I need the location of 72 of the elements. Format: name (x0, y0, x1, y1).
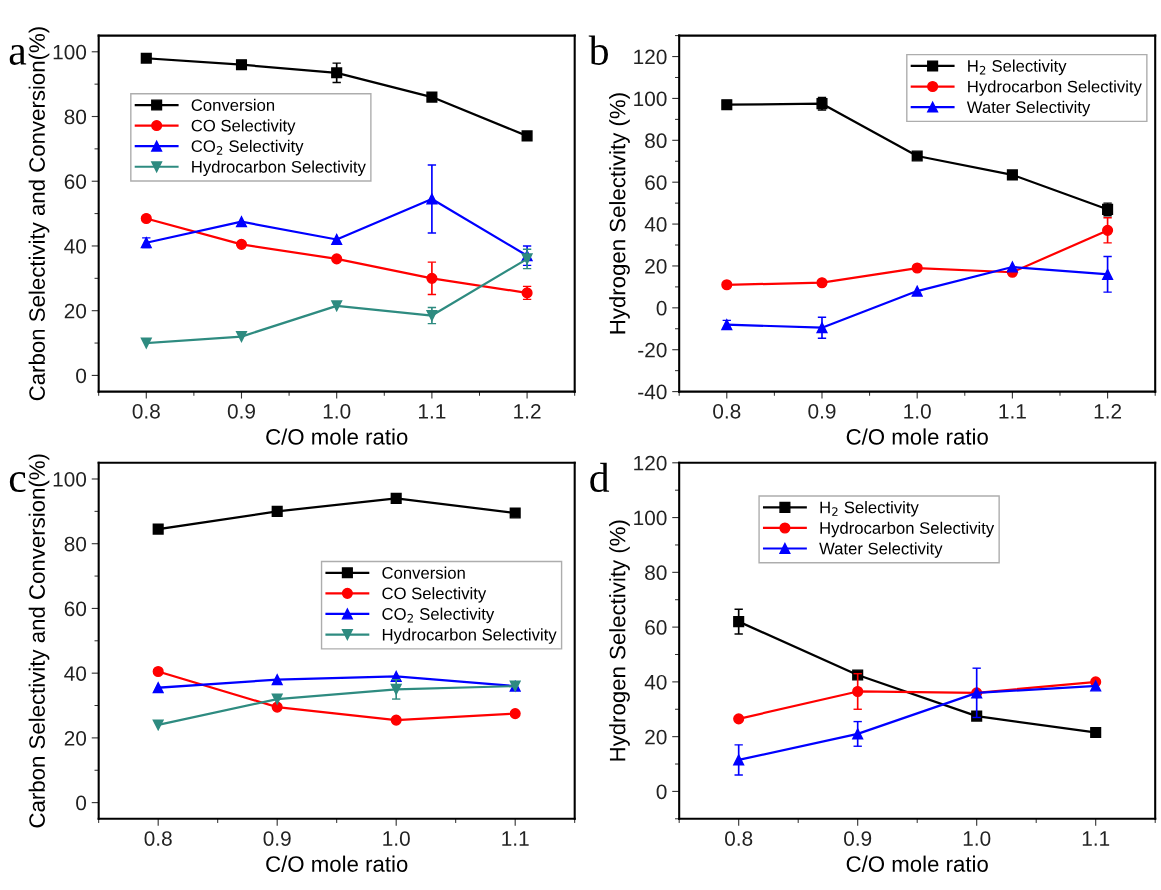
legend-label: CO Selectivity (191, 119, 296, 135)
y-tick-label: 80 (64, 536, 87, 552)
legend-label: CO$_{2}$ Selectivity (382, 607, 495, 624)
x-tick-label: 0.9 (808, 403, 836, 419)
x-tick-label: 1.2 (1094, 403, 1122, 419)
y-tick-label: 40 (64, 666, 87, 681)
y-tick-label: 60 (645, 620, 667, 635)
legend-label: Conversion (191, 98, 275, 112)
y-tick-label: 20 (645, 258, 667, 274)
y-tick-label: 60 (64, 601, 87, 617)
legend-label: Hydrocarbon Selectivity (382, 628, 557, 644)
y-tick-label: 80 (645, 565, 667, 581)
y-tick-label: 120 (634, 455, 667, 471)
legend-label: H$_{2}$ Selectivity (820, 501, 919, 517)
chart-title: d (590, 462, 610, 493)
x-tick-label: 1.0 (383, 831, 410, 846)
x-axis-title: C/O mole ratio (846, 428, 988, 445)
legend-label: CO Selectivity (382, 587, 487, 603)
y-tick-label: 40 (644, 674, 667, 690)
legend-label: Water Selectivity (819, 542, 943, 558)
y-tick-label: 100 (634, 91, 667, 107)
chart-title: c (9, 472, 26, 493)
legend-label: H$_{2}$ Selectivity (968, 59, 1067, 76)
chart-title: b (588, 35, 608, 65)
y-tick-label: 0 (76, 795, 87, 811)
y-tick-label: 20 (645, 729, 667, 745)
x-tick-label: 1.1 (999, 404, 1026, 419)
x-tick-label: 0.8 (144, 831, 172, 846)
y-tick-label: 100 (53, 471, 87, 487)
x-tick-label: 1.1 (419, 404, 446, 419)
y-tick-label: 60 (64, 174, 87, 189)
y-tick-label: 40 (64, 238, 87, 254)
x-tick-label: 0.9 (263, 831, 291, 846)
y-tick-label: 120 (634, 49, 667, 65)
y-tick-label: 80 (64, 109, 87, 125)
legend-label: Conversion (382, 566, 465, 579)
y-tick-label: 0 (656, 784, 667, 800)
x-axis-title: C/O mole ratio (846, 855, 988, 872)
x-tick-label: 0.8 (713, 403, 741, 419)
y-tick-label: -20 (638, 342, 667, 358)
legend-label: Water Selectivity (966, 100, 1091, 117)
legend-label: Hydrocarbon Selectivity (192, 160, 366, 177)
y-tick-label: 20 (64, 303, 87, 319)
y-tick-label: 60 (645, 175, 667, 190)
y-tick-label: 100 (634, 510, 667, 526)
y-axis-title: Carbon Selectivity and Conversion(%) (28, 27, 50, 401)
x-tick-label: 1.1 (1082, 831, 1110, 846)
x-tick-label: 1.1 (502, 831, 529, 846)
x-tick-label: 1.0 (963, 831, 991, 846)
y-tick-label: 40 (644, 217, 667, 232)
y-axis-title: Hydrogen Selectivity (%) (609, 520, 630, 761)
x-tick-label: 1.0 (323, 403, 351, 419)
y-tick-label: 0 (656, 300, 667, 316)
x-tick-label: 0.9 (227, 403, 255, 419)
y-tick-label: 80 (645, 133, 667, 149)
legend-label: Hydrocarbon Selectivity (820, 521, 995, 538)
y-tick-label: 0 (76, 368, 87, 384)
x-tick-label: 0.8 (132, 403, 160, 419)
x-tick-label: 1.0 (904, 403, 931, 419)
chart-title: a (9, 44, 27, 65)
y-tick-label: -40 (638, 384, 667, 400)
x-tick-label: 1.2 (514, 403, 541, 419)
legend-label: CO$_{2}$ Selectivity (191, 139, 304, 156)
y-tick-label: 20 (64, 730, 87, 746)
legend-label: Hydrocarbon Selectivity (968, 80, 1142, 96)
x-tick-label: 0.8 (725, 831, 753, 846)
y-tick-label: 100 (53, 44, 87, 60)
x-axis-title: C/O mole ratio (266, 855, 408, 872)
y-axis-title: Carbon Selectivity and Conversion(%) (28, 454, 50, 828)
x-tick-label: 0.9 (844, 831, 872, 846)
y-axis-title: Hydrogen Selectivity (%) (609, 93, 630, 334)
x-axis-title: C/O mole ratio (266, 428, 408, 445)
